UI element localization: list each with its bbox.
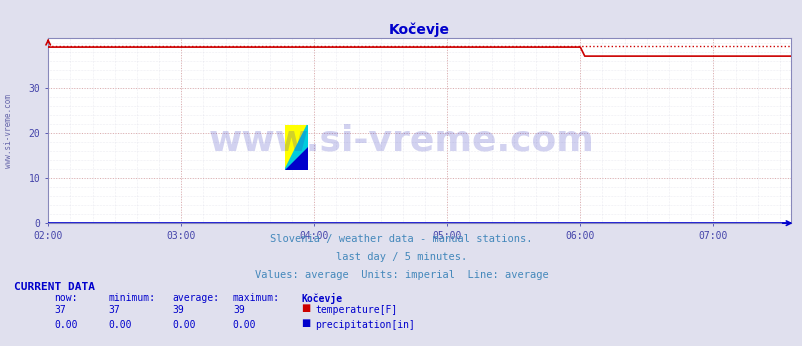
Polygon shape [285, 125, 307, 170]
Text: www.si-vreme.com: www.si-vreme.com [3, 94, 13, 169]
Text: 37: 37 [108, 305, 120, 315]
Text: average:: average: [172, 293, 220, 303]
Text: www.si-vreme.com: www.si-vreme.com [209, 123, 593, 157]
Text: minimum:: minimum: [108, 293, 156, 303]
Text: ■: ■ [301, 318, 310, 328]
Text: Values: average  Units: imperial  Line: average: Values: average Units: imperial Line: av… [254, 270, 548, 280]
Text: 37: 37 [55, 305, 67, 315]
Text: Slovenia / weather data - manual stations.: Slovenia / weather data - manual station… [270, 234, 532, 244]
Text: Kočevje: Kočevje [301, 293, 342, 304]
Text: precipitation[in]: precipitation[in] [315, 320, 415, 330]
Text: 0.00: 0.00 [233, 320, 256, 330]
Text: temperature[F]: temperature[F] [315, 305, 397, 315]
Text: last day / 5 minutes.: last day / 5 minutes. [335, 252, 467, 262]
Text: 0.00: 0.00 [108, 320, 132, 330]
Text: 0.00: 0.00 [55, 320, 78, 330]
Polygon shape [285, 125, 307, 170]
Text: 39: 39 [233, 305, 245, 315]
Text: maximum:: maximum: [233, 293, 280, 303]
Text: 0.00: 0.00 [172, 320, 196, 330]
Text: ■: ■ [301, 303, 310, 313]
Title: Kočevje: Kočevje [389, 22, 449, 37]
Text: now:: now: [55, 293, 78, 303]
Polygon shape [285, 147, 307, 170]
Text: CURRENT DATA: CURRENT DATA [14, 282, 95, 292]
Text: 39: 39 [172, 305, 184, 315]
